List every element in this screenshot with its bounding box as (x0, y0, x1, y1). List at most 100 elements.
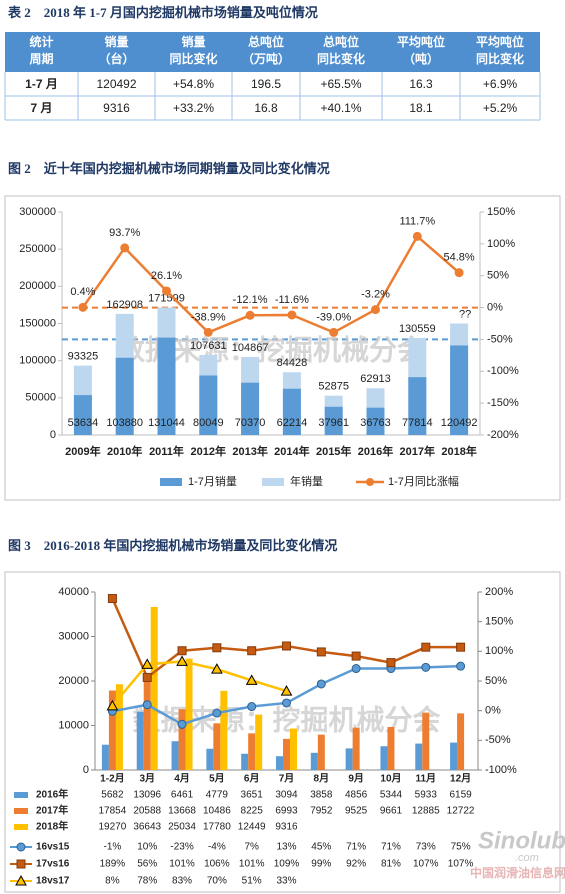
line-label: 0.4% (70, 286, 95, 298)
data-table-cell: 81% (381, 859, 401, 870)
y2-tick-label: -150% (487, 397, 519, 409)
bar-label: 70370 (235, 417, 266, 429)
data-table-cell: 70% (207, 876, 227, 887)
line-marker (162, 286, 171, 296)
x-tick-label: 12月 (450, 773, 471, 785)
table-cell: +65.5% (320, 77, 361, 91)
line-marker (212, 643, 222, 653)
data-table-cell: 36643 (133, 822, 161, 833)
x-tick-label: 7月 (279, 773, 295, 785)
data-table-cell: 6993 (275, 806, 298, 817)
line-marker (177, 719, 187, 729)
legend-label: 年销量 (290, 474, 323, 488)
bar (310, 752, 318, 770)
y2-tick-label: -50% (487, 333, 513, 345)
data-table-cell: 189% (100, 859, 126, 870)
data-table-cell: 5682 (101, 790, 124, 801)
bar (157, 337, 176, 435)
line-marker (141, 658, 154, 669)
line-label: -3.2% (361, 289, 390, 301)
x-tick-label: 5月 (209, 773, 225, 785)
y-tick-label: 300000 (19, 206, 56, 218)
line-label: -38.9% (191, 311, 226, 323)
line-marker (412, 231, 422, 241)
bar-label: 120492 (441, 417, 478, 429)
bar (73, 395, 92, 435)
data-table-cell: 13668 (168, 806, 196, 817)
x-tick-label: 10月 (380, 773, 401, 785)
y2-tick-label: -100% (485, 764, 517, 776)
bar (317, 734, 325, 770)
line-marker (421, 662, 431, 672)
data-table-cell: 99% (311, 859, 331, 870)
data-table-cell: 92% (346, 859, 366, 870)
line-label: 111.7% (399, 215, 435, 227)
bar (241, 753, 249, 770)
bar-label: 52875 (318, 381, 349, 393)
y2-tick-label: 150% (487, 206, 515, 218)
data-table-row-label: 2018年 (36, 820, 68, 833)
data-table-row-label: 17vs16 (36, 859, 70, 870)
x-tick-label: 11月 (415, 773, 436, 785)
data-table-cell: 12885 (412, 806, 440, 817)
x-tick-label: 2010年 (107, 444, 142, 458)
data-table-cell: 51% (242, 876, 262, 887)
x-tick-label: 6月 (244, 773, 260, 785)
bar-label: 104867 (232, 342, 269, 354)
table-header-cell: 同比变化 (169, 51, 217, 66)
x-tick-label: 2018年 (441, 444, 476, 458)
line-marker (176, 655, 188, 666)
y-tick-label: 0 (83, 764, 89, 776)
data-table-cell: 83% (172, 876, 192, 887)
table-header-cell: 周期 (29, 51, 53, 66)
line-label: 93.7% (109, 227, 140, 239)
table-header-cell: 销量 (181, 34, 205, 49)
chart: 图 3 2016-2018 年国内挖掘机械市场销量及同比变化情况 0 10000 20… (4, 538, 561, 893)
bar (324, 406, 343, 435)
table-header-cell: 总吨位 (248, 34, 284, 49)
table-header-cell: （万吨） (242, 51, 290, 66)
data-table-cell: 8% (105, 876, 120, 887)
bar (345, 748, 353, 770)
x-tick-label: 2015年 (316, 444, 351, 458)
y-tick-label: 20000 (58, 675, 89, 687)
line-marker (421, 642, 431, 652)
bar (185, 658, 193, 770)
table-header-cell: 同比变化 (476, 51, 524, 66)
legend-marker (366, 478, 374, 486)
logo-site: 中国润滑油信息网 (470, 865, 565, 880)
legend-swatch (14, 808, 28, 814)
table-cell: 18.1 (409, 101, 433, 115)
line-label: 54.8% (443, 252, 474, 264)
bar (241, 382, 260, 435)
line-label: -12.1% (233, 294, 268, 306)
line-marker (15, 874, 27, 886)
y2-tick-label: 0% (485, 705, 501, 717)
data-table-cell: 7952 (310, 806, 333, 817)
line-marker (351, 664, 361, 674)
data-table-cell: 101% (169, 859, 195, 870)
bar-label: 62913 (360, 373, 391, 385)
line (111, 598, 461, 680)
line-marker (247, 646, 257, 656)
data-table-cell: 8225 (241, 806, 264, 817)
line-marker (212, 708, 222, 718)
legend-label: 1-7月同比涨幅 (388, 475, 459, 488)
y2-tick-label: 100% (485, 645, 513, 657)
line-marker (245, 674, 258, 685)
bar (352, 727, 360, 770)
x-tick-label: 2012年 (191, 444, 226, 458)
bar (415, 743, 423, 770)
y-tick-label: 50000 (25, 392, 56, 404)
line-marker (280, 685, 293, 696)
chart-frame (4, 195, 561, 501)
table-header-cell: （吨） (403, 51, 439, 66)
y-tick-label: 40000 (58, 586, 89, 598)
line (111, 660, 287, 707)
bar (457, 713, 465, 770)
line-marker (177, 646, 187, 656)
line-marker (78, 302, 88, 312)
bar-label: 131044 (148, 417, 185, 429)
data-table-cell: 5933 (415, 790, 438, 801)
